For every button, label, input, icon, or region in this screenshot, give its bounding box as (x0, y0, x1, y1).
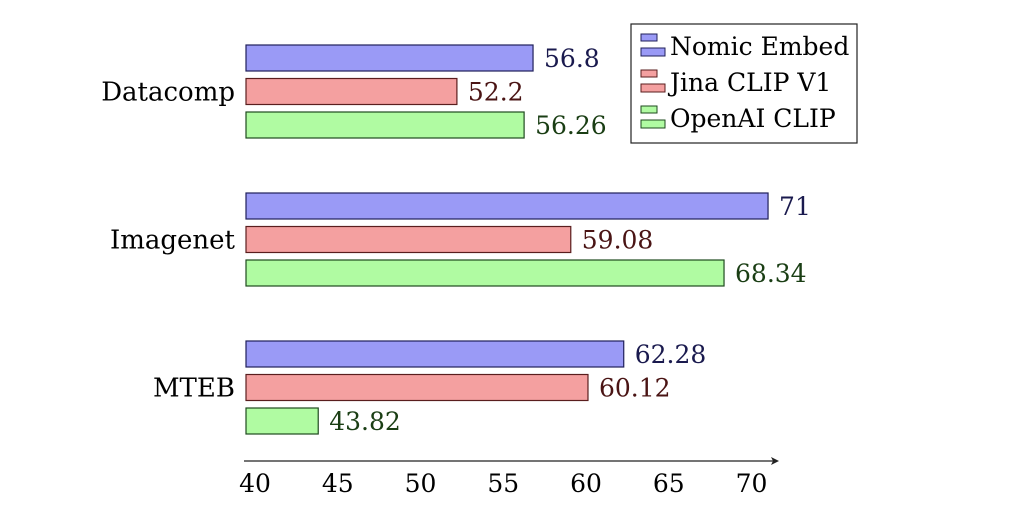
data-label: 68.34 (735, 259, 807, 288)
legend-swatch-icon (640, 119, 666, 129)
x-tick-label: 40 (239, 469, 271, 498)
data-label: 60.12 (599, 374, 671, 403)
data-label: 56.26 (535, 111, 607, 140)
legend-label: Nomic Embed (670, 32, 849, 61)
legend-swatch-icon (640, 105, 658, 114)
bar (245, 225, 572, 254)
bar (245, 407, 319, 435)
x-tick-label: 55 (487, 469, 519, 498)
data-label: 62.28 (635, 340, 707, 369)
x-tick-label: 50 (405, 469, 437, 498)
bar (245, 373, 589, 402)
x-tick-label: 70 (736, 469, 768, 498)
bar (245, 111, 525, 139)
x-axis-arrow-icon (771, 457, 779, 465)
data-label: 71 (779, 192, 811, 221)
bar (245, 44, 534, 72)
x-tick-label: 65 (653, 469, 685, 498)
bar (245, 77, 458, 106)
x-tick-label: 60 (570, 469, 602, 498)
legend-swatch-icon (640, 47, 666, 57)
x-tick-label: 45 (322, 469, 354, 498)
bar (245, 259, 725, 287)
data-label: 59.08 (582, 226, 654, 255)
legend-label: OpenAI CLIP (670, 104, 836, 133)
legend-box (630, 23, 858, 144)
category-label: Imagenet (110, 226, 236, 256)
data-label: 52.2 (468, 78, 524, 107)
bar (245, 340, 625, 368)
category-label: Datacomp (101, 78, 235, 108)
category-label: MTEB (153, 374, 235, 404)
legend-swatch-icon (640, 33, 658, 42)
bar (245, 192, 769, 220)
legend-label: Jina CLIP V1 (667, 68, 831, 97)
data-label: 56.8 (544, 44, 600, 73)
legend-swatch-icon (640, 69, 658, 78)
legend-swatch-icon (640, 83, 666, 93)
data-label: 43.82 (329, 407, 401, 436)
